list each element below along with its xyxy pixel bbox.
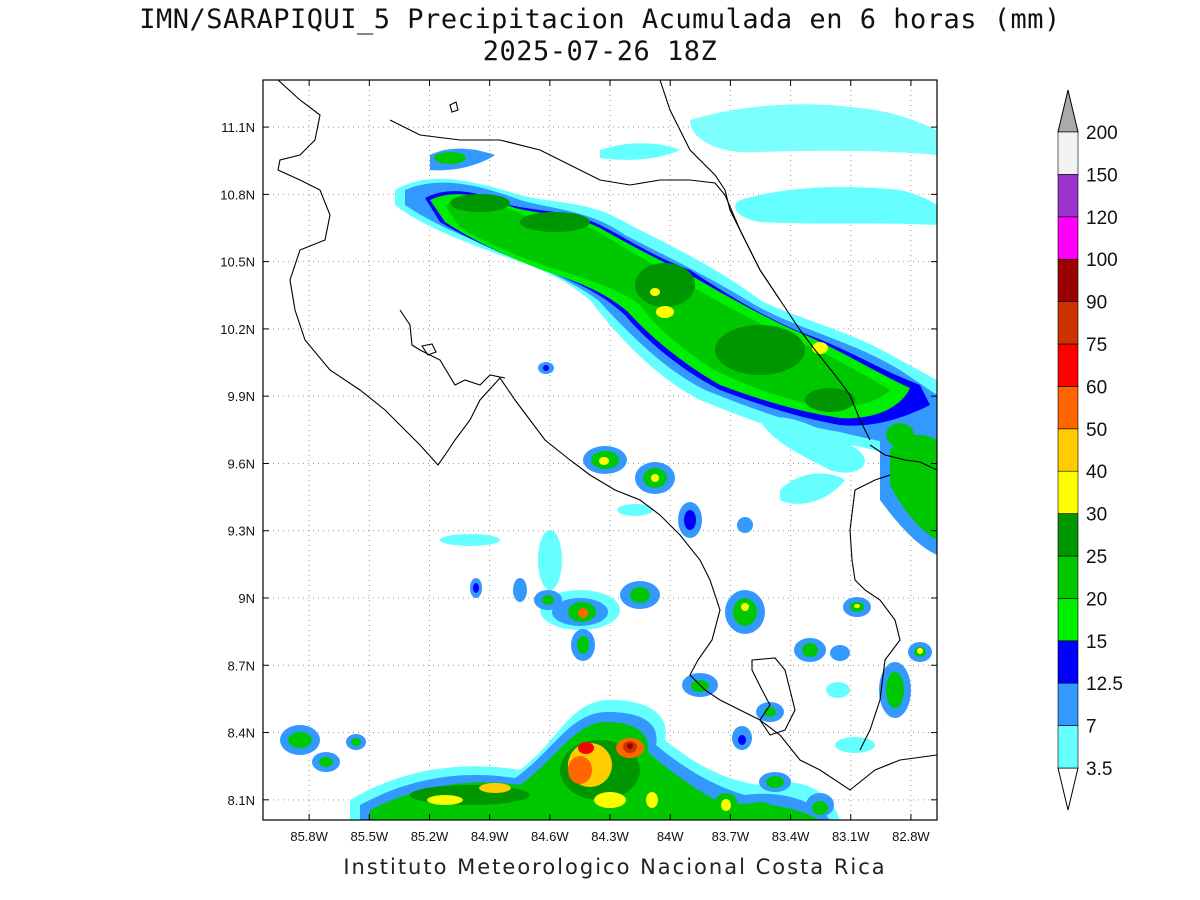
- axis-ticks: [263, 80, 937, 820]
- rain-core: [450, 194, 510, 212]
- colorbar-segment: [1057, 343, 1079, 387]
- pacific-coastline-north: [277, 80, 937, 791]
- colorbar-segment: [1057, 470, 1079, 514]
- nicaragua-border: [389, 119, 871, 441]
- colorbar-segment: [1057, 216, 1079, 260]
- latitude-label: 8.1N: [228, 793, 255, 808]
- colorbar-label: 120: [1086, 208, 1118, 229]
- colorbar-segment: [1057, 682, 1079, 726]
- latitude-label: 9.9N: [228, 389, 255, 404]
- colorbar-label: 25: [1086, 547, 1107, 568]
- rain-area-light: [600, 143, 680, 160]
- colorbar-label: 40: [1086, 462, 1107, 483]
- colorbar-label: 100: [1086, 250, 1118, 271]
- colorbar-min-arrow: [1057, 767, 1079, 811]
- osa-peninsula: [751, 657, 796, 736]
- latitude-label: 9.6N: [228, 456, 255, 471]
- latitude-label: 9.3N: [228, 524, 255, 539]
- colorbar-segment: [1057, 555, 1079, 599]
- longitude-label: 84.3W: [591, 829, 629, 844]
- colorbar-label: 150: [1086, 165, 1118, 186]
- colorbar-segment: [1057, 725, 1079, 769]
- colorbar-segment: [1057, 598, 1079, 642]
- colorbar-segment: [1057, 258, 1079, 302]
- colorbar-label: 60: [1086, 377, 1107, 398]
- colorbar-segment: [1057, 301, 1079, 345]
- colorbar-segment: [1057, 386, 1079, 430]
- latitude-label: 9N: [238, 591, 255, 606]
- colorbar-label: 50: [1086, 420, 1107, 441]
- rain-band-south: [280, 700, 840, 820]
- coastlines-borders: [277, 80, 937, 791]
- latitude-label: 10.5N: [220, 255, 255, 270]
- colorbar-legend: 3.5 7 12.5 15 20 25 30 40 50 60 75 90 100 120 150 200: [1057, 89, 1123, 811]
- colorbar-segment: [1057, 640, 1079, 684]
- plot-area: 11.1N 10.8N 10.5N 10.2N 9.9N 9.6N 9.3N 9N 8.7N 8.…: [220, 79, 938, 844]
- rain-core: [715, 325, 805, 375]
- panama-border: [849, 444, 937, 751]
- longitude-label: 85.5W: [351, 829, 389, 844]
- colorbar-segment: [1057, 513, 1079, 557]
- longitude-label: 84.9W: [471, 829, 509, 844]
- colorbar-max-arrow: [1057, 89, 1079, 133]
- longitude-label: 84W: [657, 829, 684, 844]
- longitude-labels: 85.8W 85.5W 85.2W 84.9W 84.6W 84.3W 84W 83.7W 83…: [290, 829, 930, 844]
- rain-cell: [890, 434, 937, 540]
- rain-cell: [434, 152, 466, 164]
- colorbar-label: 7: [1086, 717, 1097, 738]
- rain-peak: [656, 306, 674, 318]
- rain-core: [805, 388, 855, 412]
- island: [421, 343, 437, 356]
- nicoya-gulf-coast: [399, 309, 506, 386]
- longitude-label: 85.2W: [411, 829, 449, 844]
- colorbar-label: 20: [1086, 589, 1107, 610]
- colorbar-label: 12.5: [1086, 674, 1123, 695]
- longitude-label: 82.8W: [892, 829, 930, 844]
- latitude-label: 8.4N: [228, 726, 255, 741]
- longitude-label: 83.1W: [832, 829, 870, 844]
- colorbar-label: 30: [1086, 505, 1107, 526]
- colorbar-segment: [1057, 131, 1079, 175]
- colorbar-segment: [1057, 428, 1079, 472]
- latitude-label: 10.2N: [220, 322, 255, 337]
- longitude-label: 83.4W: [772, 829, 810, 844]
- lake-nicaragua: [449, 101, 459, 113]
- colorbar-segment: [1057, 174, 1079, 218]
- precipitation-field: [280, 104, 937, 820]
- institution-credit: Instituto Meteorologico Nacional Costa R…: [343, 855, 887, 879]
- plot-frame: [262, 79, 938, 821]
- colorbar-label: 200: [1086, 123, 1118, 144]
- rain-cells-central: [440, 362, 865, 590]
- caribbean-coastline: [659, 80, 781, 301]
- rain-area-light: [735, 187, 937, 225]
- colorbar-label: 90: [1086, 293, 1107, 314]
- longitude-label: 83.7W: [712, 829, 750, 844]
- longitude-label: 85.8W: [290, 829, 328, 844]
- rain-cell: [886, 423, 914, 447]
- colorbar-label: 75: [1086, 335, 1107, 356]
- latitude-labels: 11.1N 10.8N 10.5N 10.2N 9.9N 9.6N 9.3N 9N 8.7N 8.…: [220, 120, 255, 808]
- rain-area-light: [690, 104, 937, 155]
- colorbar-label: 3.5: [1086, 759, 1112, 780]
- rain-band-north: [395, 104, 937, 555]
- latitude-label: 10.8N: [220, 187, 255, 202]
- rain-peak: [650, 288, 660, 296]
- latitude-label: 8.7N: [228, 658, 255, 673]
- colorbar-label: 15: [1086, 632, 1107, 653]
- rain-peak: [812, 342, 828, 354]
- rain-core: [635, 263, 695, 307]
- longitude-label: 84.6W: [531, 829, 569, 844]
- map-datetime: 2025-07-26 18Z: [482, 36, 718, 67]
- latitude-label: 11.1N: [221, 120, 255, 135]
- rain-core: [520, 212, 590, 232]
- map-title: IMN/SARAPIQUI_5 Precipitacion Acumulada …: [139, 4, 1061, 35]
